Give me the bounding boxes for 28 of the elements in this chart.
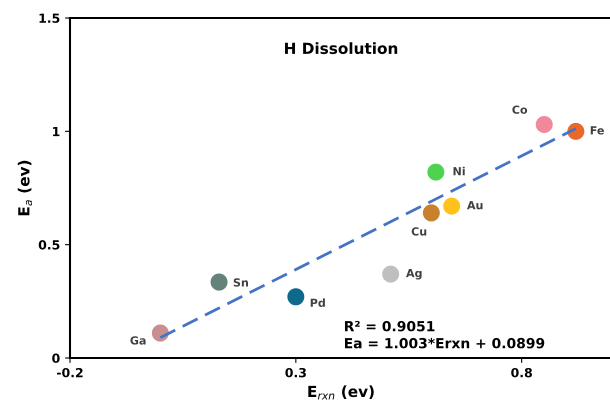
y-tick-label: 0	[52, 353, 60, 363]
point	[210, 274, 228, 291]
x-axis-title: E$_{rxn}$ (ev)	[308, 385, 374, 400]
point	[382, 266, 400, 283]
annotation: Co	[512, 105, 528, 114]
annotation: Ag	[406, 269, 422, 280]
point	[443, 198, 460, 215]
annotation: Ni	[454, 166, 465, 176]
annotation: Fe	[590, 126, 604, 135]
annotation: R² = 0.9051	[344, 320, 434, 332]
y-tick-label: 0.5	[38, 240, 60, 250]
annotation: Ga	[130, 336, 146, 345]
x-tick-label: 0.8	[511, 368, 532, 378]
text: H Dissolution	[285, 42, 398, 54]
y-axis-title: E$_{a}$ (ev)	[18, 160, 32, 216]
point	[427, 164, 444, 181]
x-tick-label: 0.3	[285, 368, 306, 378]
y-tick-label: 1.5	[40, 14, 60, 23]
point	[287, 288, 304, 306]
annotation: Ea = 1.003*Erxn + 0.0899	[344, 338, 544, 348]
point	[536, 116, 553, 134]
point	[422, 204, 440, 222]
annotation: Cu	[412, 227, 426, 236]
annotation: Pd	[310, 298, 325, 307]
y-tick-label: 1	[52, 126, 60, 136]
annotation: Au	[466, 201, 483, 210]
x-tick-label: -0.2	[57, 368, 83, 378]
annotation: Sn	[234, 278, 248, 287]
